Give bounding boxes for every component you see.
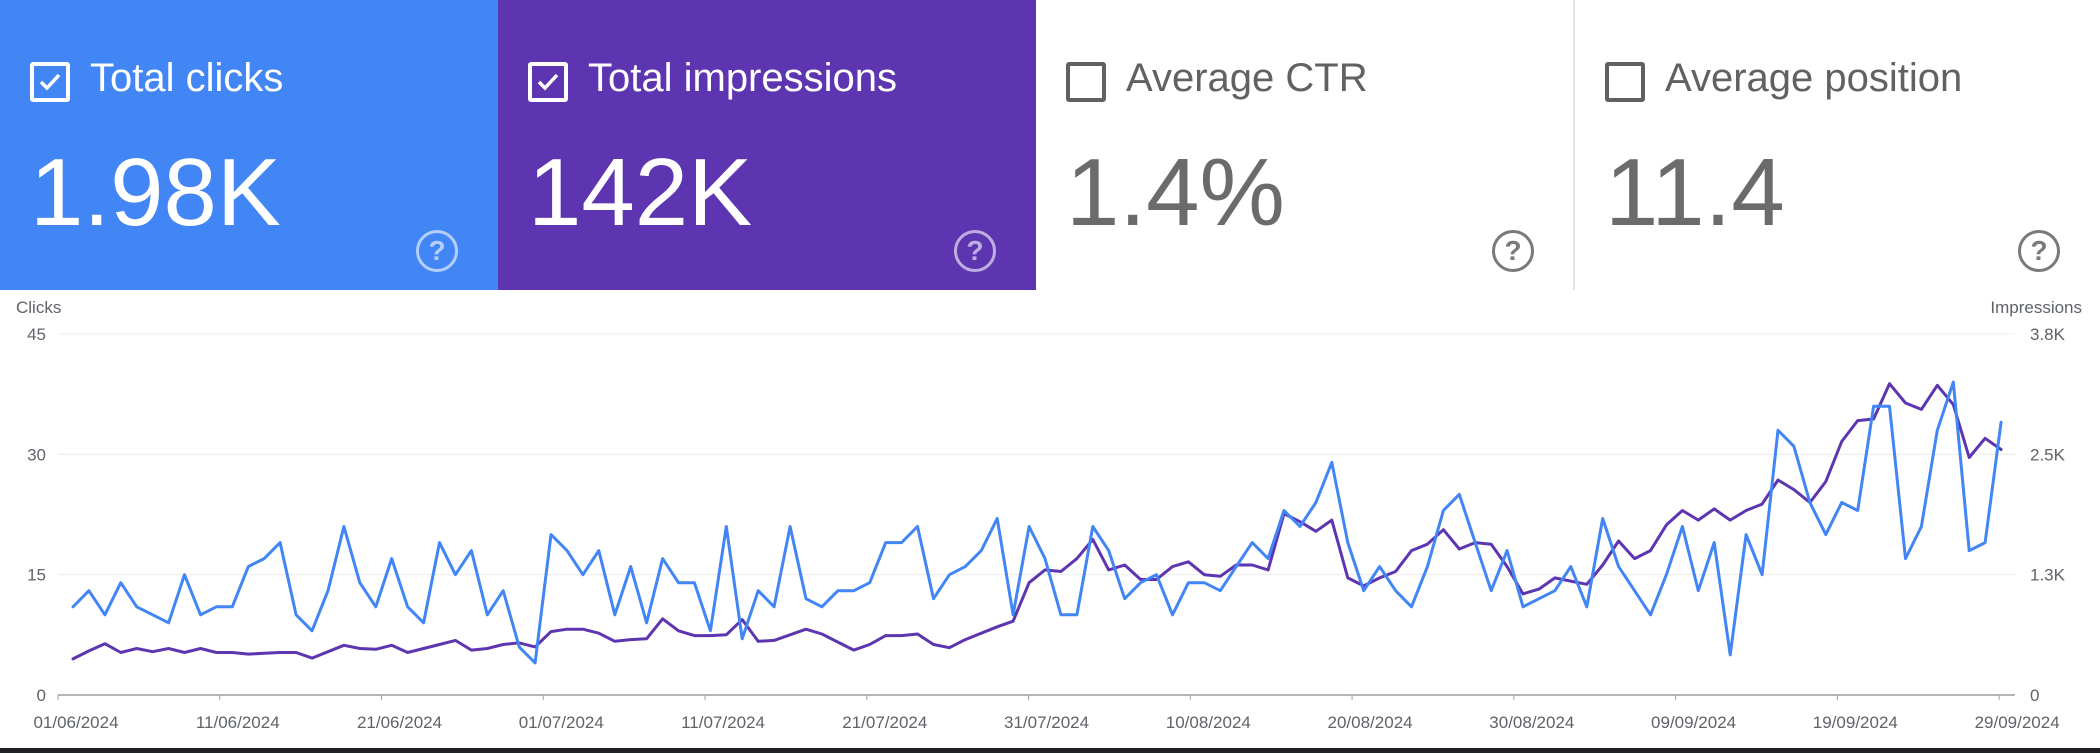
x-tick-label: 21/07/2024	[842, 713, 927, 732]
average-ctr-card[interactable]: Average CTR 1.4% ?	[1036, 0, 1574, 290]
clicks-series-line	[71, 380, 2003, 665]
card-value: 11.4	[1605, 139, 1785, 246]
x-tick-label: 11/06/2024	[196, 713, 280, 732]
left-tick-label: 15	[27, 566, 46, 585]
average-position-card[interactable]: Average position 11.4 ?	[1575, 0, 2100, 290]
card-value: 142K	[528, 139, 753, 246]
left-tick-label: 45	[27, 325, 46, 344]
right-tick-label: 0	[2030, 686, 2039, 705]
chart-gridlines	[58, 333, 2015, 696]
x-tick-label: 19/09/2024	[1813, 713, 1898, 732]
card-label: Total clicks	[90, 56, 284, 100]
x-tick-label: 11/07/2024	[681, 713, 765, 732]
metric-cards: Total clicks 1.98K ? Total impressions 1…	[0, 0, 2100, 290]
checkbox-icon[interactable]	[30, 62, 70, 102]
help-circle-icon[interactable]: ?	[2018, 230, 2060, 272]
left-tick-label: 30	[27, 445, 46, 464]
checkbox-icon[interactable]	[1605, 62, 1645, 102]
help-circle-icon[interactable]: ?	[416, 230, 458, 272]
checkmark-icon	[537, 73, 559, 91]
x-tick-label: 21/06/2024	[357, 713, 442, 732]
card-label: Total impressions	[588, 56, 898, 100]
x-tick-label: 30/08/2024	[1489, 713, 1574, 732]
card-value: 1.98K	[30, 139, 281, 246]
checkbox-icon[interactable]	[1066, 62, 1106, 102]
chart-series	[71, 380, 2003, 665]
impressions-series-line	[71, 382, 2003, 661]
x-tick-label: 09/09/2024	[1651, 713, 1736, 732]
total-clicks-card[interactable]: Total clicks 1.98K ?	[0, 0, 498, 290]
performance-chart: Clicks Impressions 0 15 30 45 0 1.3K 2.5K 3.8K…	[16, 298, 2082, 732]
x-tick-label: 20/08/2024	[1328, 713, 1413, 732]
x-tick-label: 31/07/2024	[1004, 713, 1089, 732]
help-circle-icon[interactable]: ?	[1492, 230, 1534, 272]
x-tick-label: 01/06/2024	[33, 713, 118, 732]
right-tick-label: 2.5K	[2030, 445, 2066, 464]
right-tick-label: 3.8K	[2030, 325, 2066, 344]
bottom-border	[0, 748, 2100, 753]
x-tick-label: 10/08/2024	[1166, 713, 1251, 732]
help-circle-icon[interactable]: ?	[954, 230, 996, 272]
x-axis-ticks: 01/06/2024 11/06/2024 21/06/2024 01/07/2024…	[33, 695, 2060, 732]
right-axis-title: Impressions	[1990, 298, 2082, 317]
card-divider	[1573, 0, 1575, 290]
left-axis-title: Clicks	[16, 298, 61, 317]
checkbox-icon[interactable]	[528, 62, 568, 102]
left-tick-label: 0	[37, 686, 46, 705]
x-tick-label: 01/07/2024	[519, 713, 604, 732]
card-label: Average CTR	[1126, 56, 1368, 100]
right-tick-label: 1.3K	[2030, 566, 2066, 585]
right-axis-ticks: 0 1.3K 2.5K 3.8K	[2030, 325, 2066, 705]
x-tick-label: 29/09/2024	[1975, 713, 2060, 732]
left-axis-ticks: 0 15 30 45	[27, 325, 46, 705]
card-value: 1.4%	[1066, 139, 1285, 246]
total-impressions-card[interactable]: Total impressions 142K ?	[498, 0, 1036, 290]
checkmark-icon	[39, 73, 61, 91]
card-label: Average position	[1665, 56, 1963, 100]
